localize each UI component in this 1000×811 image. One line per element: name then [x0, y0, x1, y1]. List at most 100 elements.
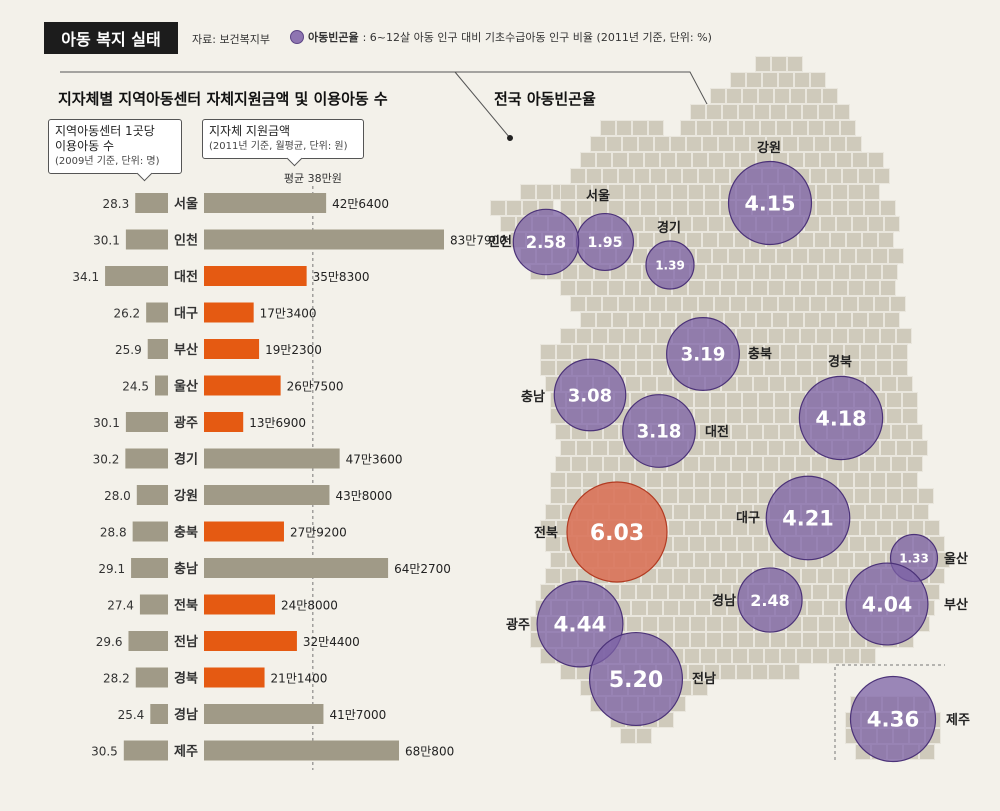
children-bar-12 [128, 631, 168, 651]
average-label: 평균 38만원 [284, 172, 342, 185]
region-label-12: 전남 [174, 634, 198, 650]
children-value-14: 25.4 [118, 708, 145, 722]
children-value-0: 28.3 [103, 197, 130, 211]
page-title: 아동 복지 실태 [44, 22, 178, 54]
bubble-3 [727, 160, 813, 246]
support-callout-line1: 지자체 지원금액 [209, 124, 291, 138]
children-callout-line1: 지역아동센터 1곳당 [55, 124, 155, 138]
support-value-8: 43만8000 [335, 489, 392, 503]
bubble-12 [737, 567, 803, 633]
support-value-12: 32만4400 [303, 635, 360, 649]
bubble-value-14: 5.20 [609, 668, 663, 693]
leader-dot-left [507, 135, 513, 141]
bubble-4 [666, 317, 740, 391]
children-bar-11 [139, 594, 168, 615]
children-bar-4 [147, 339, 168, 359]
children-bar-9 [132, 521, 168, 542]
support-bar-6 [204, 412, 244, 432]
children-bar-8 [136, 485, 168, 505]
support-bar-0 [204, 193, 327, 213]
bubble-value-11: 4.04 [862, 592, 913, 616]
legend: 아동빈곤율 : 6~12살 아동 인구 대비 기초수급아동 인구 비율 (201… [290, 29, 712, 45]
left-subtitle: 지자체별 지역아동센터 자체지원금액 및 이용아동 수 [58, 90, 388, 108]
bubble-value-9: 6.03 [590, 521, 644, 546]
bubble-5 [553, 358, 627, 432]
support-bar-7 [204, 448, 340, 469]
support-bar-11 [204, 594, 276, 615]
support-bar-1 [204, 229, 444, 250]
children-value-3: 26.2 [113, 307, 140, 321]
bubble-value-1: 2.58 [526, 233, 566, 252]
bubble-value-8: 4.21 [782, 507, 834, 531]
support-value-3: 17만3400 [260, 307, 317, 321]
region-label-7: 경기 [174, 452, 198, 468]
support-bar-8 [204, 485, 330, 505]
legend-description: : 6~12살 아동 인구 대비 기초수급아동 인구 비율 (2011년 기준,… [362, 31, 712, 44]
support-bar-4 [204, 339, 260, 359]
support-bar-13 [204, 667, 265, 688]
bubble-region-1: 인천 [488, 234, 512, 250]
bubble-value-13: 4.44 [553, 613, 606, 638]
bubble-region-3: 강원 [757, 140, 781, 156]
children-value-15: 30.5 [91, 745, 118, 759]
support-value-5: 26만7500 [287, 380, 344, 394]
support-bar-3 [204, 302, 254, 323]
bubble-region-2: 경기 [657, 220, 681, 236]
bubble-value-0: 1.95 [587, 235, 622, 251]
children-bar-6 [125, 412, 168, 432]
children-callout-unit: (2009년 기준, 단위: 명) [55, 156, 160, 167]
bubble-region-4: 충북 [748, 346, 772, 362]
children-value-4: 25.9 [115, 343, 142, 357]
legend-bubble-icon [290, 30, 304, 44]
support-value-0: 42만6400 [332, 197, 389, 211]
children-callout-line2: 이용아동 수 [55, 139, 115, 153]
bubble-region-10: 울산 [944, 551, 968, 567]
support-bar-2 [204, 266, 307, 286]
support-value-6: 13만6900 [249, 416, 306, 430]
children-value-8: 28.0 [104, 489, 131, 503]
children-value-13: 28.2 [103, 672, 130, 686]
bubble-region-15: 제주 [946, 713, 970, 728]
support-value-9: 27만9200 [290, 526, 347, 540]
bubble-layer: 1.95 서울 2.58 인천 1.39 경기 4.15 강원 3.19 충북 3.08 충남 3.18… [488, 140, 970, 763]
region-label-13: 경북 [174, 671, 198, 687]
bubble-region-12: 경남 [712, 593, 736, 609]
bubble-13 [536, 580, 624, 668]
region-label-14: 경남 [174, 707, 198, 723]
bubble-value-3: 4.15 [744, 191, 795, 215]
children-value-6: 30.1 [93, 416, 120, 430]
bubble-9 [566, 481, 668, 583]
children-bar-7 [125, 448, 168, 469]
region-label-8: 강원 [174, 488, 198, 504]
bubble-region-9: 전북 [534, 525, 558, 541]
support-value-1: 83만7900 [450, 234, 507, 248]
bubble-value-15: 4.36 [867, 708, 920, 733]
source-note: 자료: 보건복지부 [192, 33, 271, 46]
children-value-1: 30.1 [93, 234, 120, 248]
region-label-3: 대구 [174, 307, 198, 322]
bubble-region-11: 부산 [944, 597, 968, 613]
children-bar-2 [105, 266, 168, 286]
children-value-10: 29.1 [98, 562, 125, 576]
region-label-11: 전북 [174, 598, 198, 614]
support-value-15: 68만800 [405, 745, 454, 759]
support-bar-5 [204, 375, 281, 396]
jeju-inset-border [834, 664, 945, 760]
children-bar-0 [135, 193, 168, 213]
map-subtitle: 전국 아동빈곤율 [494, 90, 596, 108]
support-bar-9 [204, 521, 284, 542]
bubble-region-7: 경북 [828, 354, 852, 370]
support-value-7: 47만3600 [346, 453, 403, 467]
children-bar-13 [135, 667, 168, 688]
bubble-1 [512, 208, 580, 276]
support-value-13: 21만1400 [271, 672, 328, 686]
children-bar-10 [131, 558, 168, 578]
support-value-2: 35만8300 [313, 270, 370, 284]
region-label-15: 제주 [174, 745, 198, 760]
bubble-value-10: 1.33 [899, 551, 929, 565]
bubble-region-5: 충남 [521, 389, 545, 405]
support-callout: 지자체 지원금액 (2011년 기준, 월평균, 단위: 원) [202, 119, 364, 159]
bubble-value-2: 1.39 [655, 258, 685, 272]
